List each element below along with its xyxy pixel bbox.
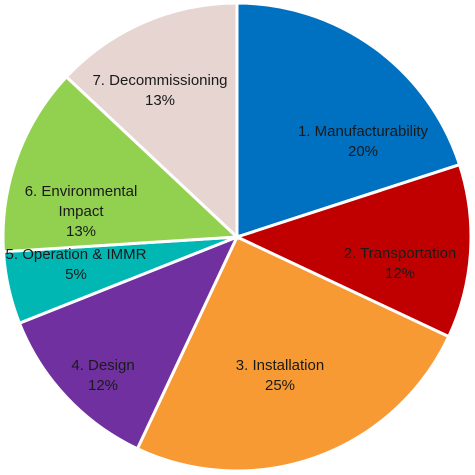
pie-category-label: 3. Installation xyxy=(236,357,324,374)
pie-value-label: 5% xyxy=(65,266,87,283)
pie-labels: 1. Manufacturability 20% 2. Transportation… xyxy=(6,72,457,394)
pie-category-label: 6. Environmental xyxy=(25,183,138,200)
pie-slice-2 xyxy=(232,162,473,339)
pie-label-3: 3. Installation 25% xyxy=(236,357,324,394)
pie-value-label: 25% xyxy=(265,377,295,394)
pie-slice-7 xyxy=(64,1,239,241)
pie-category-label: Impact xyxy=(58,203,104,220)
pie-value-label: 13% xyxy=(145,92,175,109)
pie-slice-3 xyxy=(135,235,451,473)
pie-slice-6 xyxy=(1,74,241,254)
pie-label-7: 7. Decommissioning 13% xyxy=(92,72,227,109)
pie-slice-4 xyxy=(17,234,240,451)
pie-label-4: 4. Design 12% xyxy=(71,357,134,394)
pie-label-5: 5. Operation & IMMR 5% xyxy=(6,246,147,283)
pie-category-label: 1. Manufacturability xyxy=(298,123,429,140)
pie-category-label: 4. Design xyxy=(71,357,134,374)
pie-label-6: 6. Environmental Impact 13% xyxy=(25,183,138,240)
pie-value-label: 13% xyxy=(66,223,96,240)
pie-value-label: 12% xyxy=(385,265,415,282)
pie-category-label: 7. Decommissioning xyxy=(92,72,227,89)
pie-slice-1 xyxy=(235,1,462,240)
pie-category-label: 2. Transportation xyxy=(344,245,457,262)
pie-category-label: 5. Operation & IMMR xyxy=(6,246,147,263)
pie-value-label: 12% xyxy=(88,377,118,394)
pie-label-2: 2. Transportation 12% xyxy=(344,245,457,282)
pie-label-1: 1. Manufacturability 20% xyxy=(298,123,429,160)
pie-value-label: 20% xyxy=(348,143,378,160)
